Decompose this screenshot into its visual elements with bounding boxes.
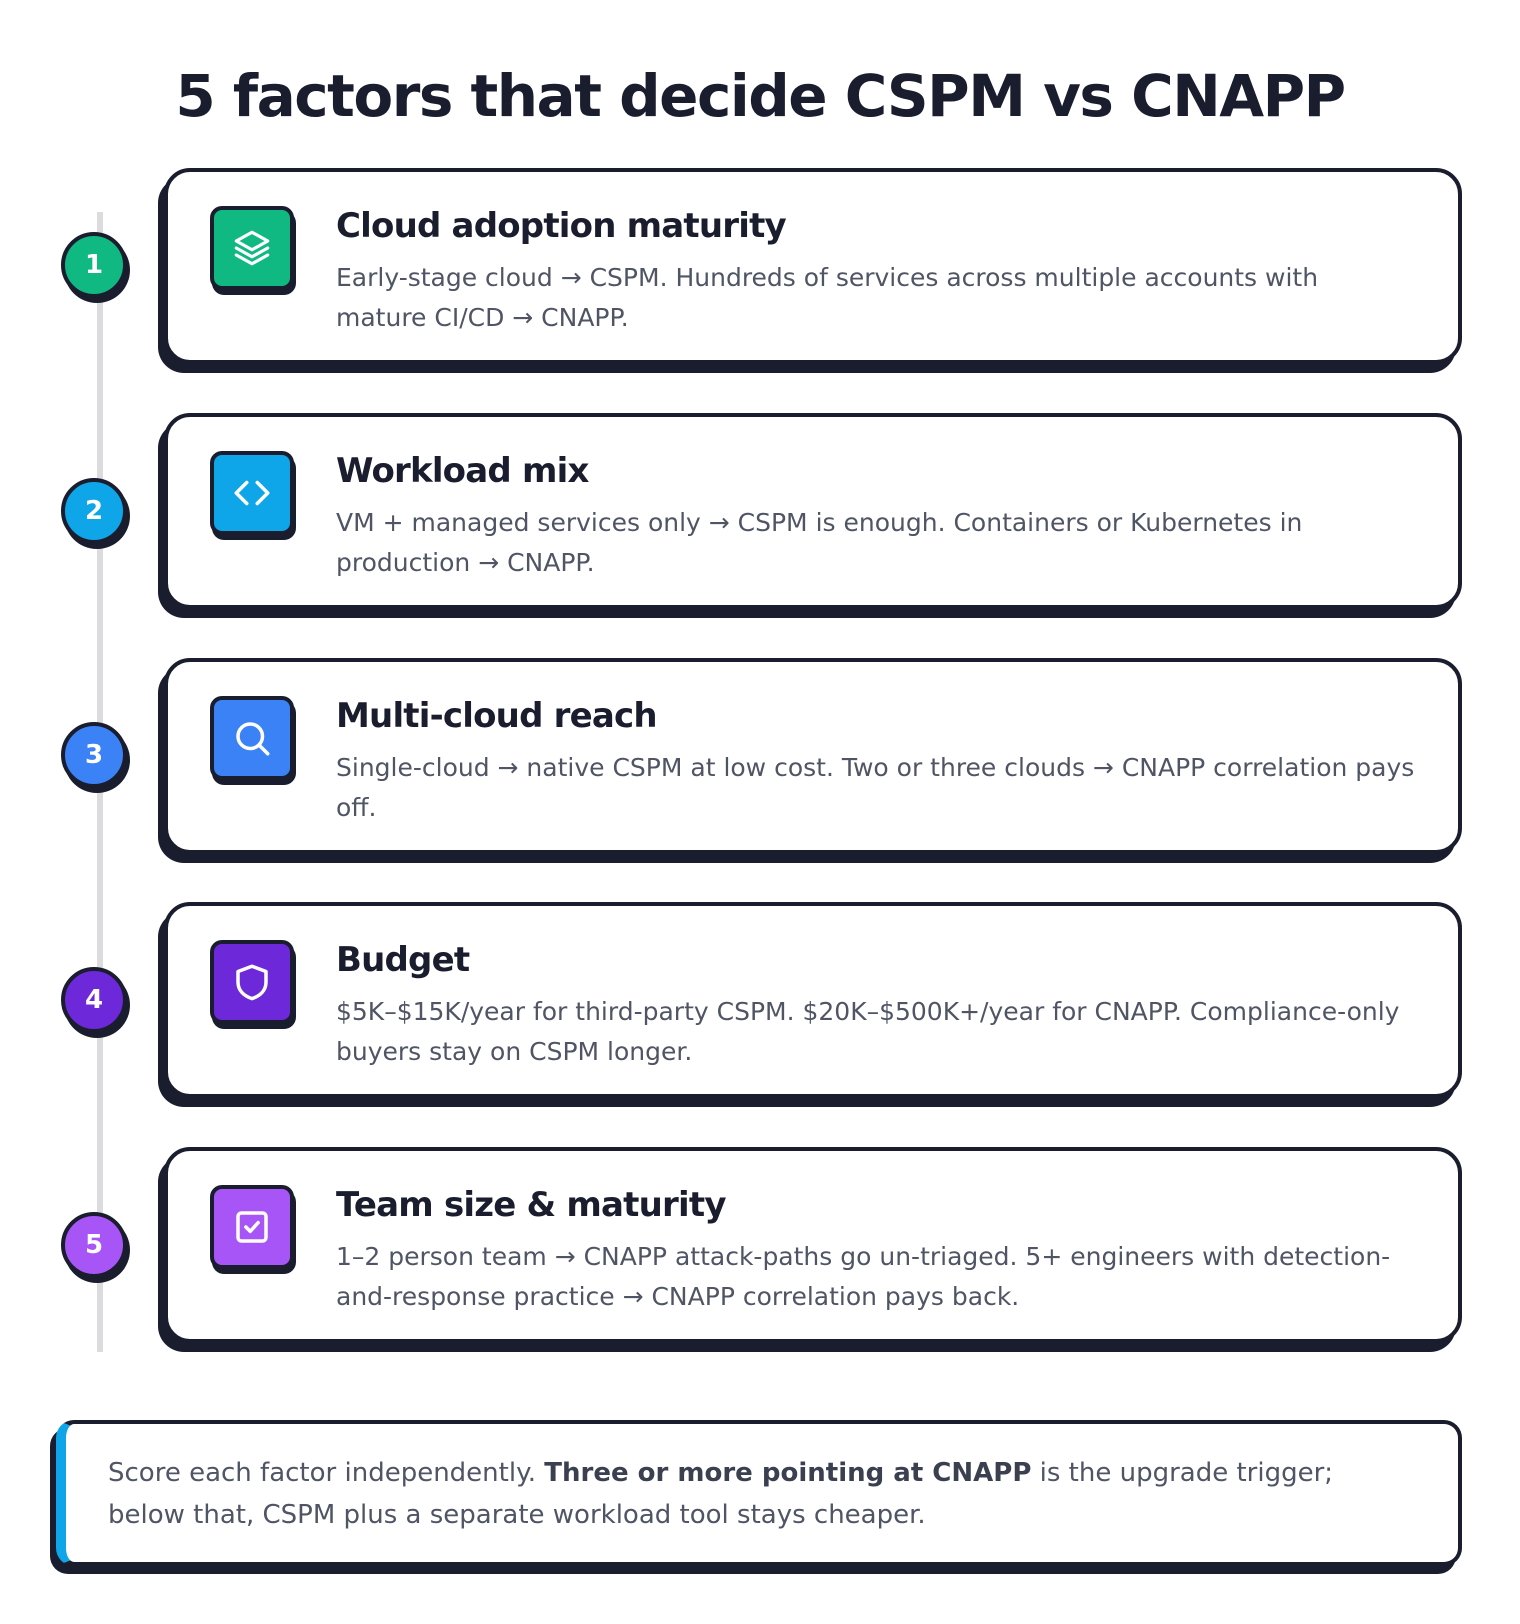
code-icon [210,451,294,535]
step-number: 3 [84,740,104,770]
factor-description: Early-stage cloud → CSPM. Hundreds of se… [336,263,1319,332]
step-badge-4: 4 [61,967,127,1033]
factor-description: Single-cloud → native CSPM at low cost. … [336,753,1415,822]
factor-card-3: Multi-cloud reach Single-cloud → native … [164,658,1462,854]
step-badge-5: 5 [61,1212,127,1278]
factor-title: Workload mix [336,451,589,491]
factor-description: VM + managed services only → CSPM is eno… [336,508,1303,577]
factor-title: Multi-cloud reach [336,696,658,736]
note-emphasis: Three or more pointing at CNAPP [544,1458,1032,1488]
step-number: 5 [84,1230,104,1260]
factor-description: $5K–$15K/year for third-party CSPM. $20K… [336,997,1400,1066]
step-number: 1 [84,250,104,280]
step-badge-3: 3 [61,722,127,788]
search-icon [210,696,294,780]
step-number: 4 [84,985,104,1015]
step-number: 2 [84,496,104,526]
factor-card-5: Team size & maturity 1–2 person team → C… [164,1147,1462,1343]
checkbox-icon [210,1185,294,1269]
shield-icon [210,940,294,1024]
summary-note: Score each factor independently. Three o… [56,1420,1462,1566]
factor-title: Cloud adoption maturity [336,206,787,246]
factor-description: 1–2 person team → CNAPP attack-paths go … [336,1242,1391,1311]
step-badge-1: 1 [61,232,127,298]
factor-card-4: Budget $5K–$15K/year for third-party CSP… [164,902,1462,1098]
step-badge-2: 2 [61,478,127,544]
summary-note-text: Score each factor independently. Three o… [108,1452,1408,1536]
factor-card-2: Workload mix VM + managed services only … [164,413,1462,609]
layers-icon [210,206,294,290]
note-suffix: is the upgrade trigger; below that, CSPM… [108,1458,1334,1530]
factor-card-1: Cloud adoption maturity Early-stage clou… [164,168,1462,364]
factor-title: Team size & maturity [336,1185,726,1225]
factor-title: Budget [336,940,470,980]
note-prefix: Score each factor independently. [108,1458,545,1488]
page-title: 5 factors that decide CSPM vs CNAPP [175,62,1346,130]
